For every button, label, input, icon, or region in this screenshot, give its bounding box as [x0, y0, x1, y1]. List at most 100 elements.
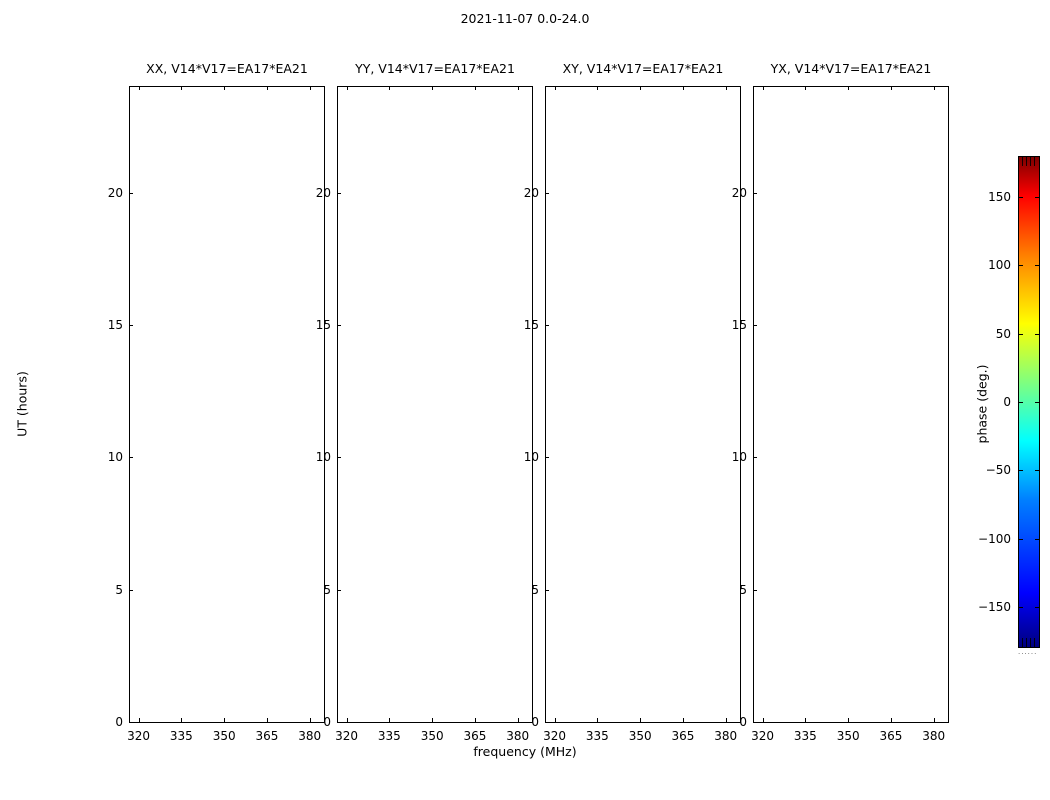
x-tick-mark [848, 718, 850, 722]
y-tick-label: 5 [115, 582, 123, 597]
y-tick-label: 15 [523, 318, 539, 333]
y-tick-mark [753, 325, 757, 327]
y-tick-label: 15 [107, 318, 123, 333]
x-tick-label: 380 [506, 729, 530, 743]
x-tick-mark-top [474, 86, 476, 90]
x-tick-mark [762, 718, 764, 722]
panel-yy[interactable]: YY, V14*V17=EA17*EA21 [337, 61, 533, 723]
x-tick-mark-top [933, 86, 935, 90]
colorbar-top-extend-marks [1020, 157, 1038, 166]
x-tick-mark-top [389, 86, 391, 90]
x-tick-label: 380 [714, 729, 738, 743]
colorbar-tick-mark [1018, 197, 1023, 198]
y-tick-mark [337, 325, 341, 327]
colorbar-tick-mark [1018, 402, 1023, 403]
colorbar-tick-mark [1018, 333, 1023, 335]
y-tick-mark [545, 722, 549, 723]
panel-yx[interactable]: YX, V14*V17=EA17*EA21 [753, 61, 949, 723]
panel-xx[interactable]: XX, V14*V17=EA17*EA21 [129, 61, 325, 723]
y-tick-label: 0 [115, 715, 123, 729]
y-tick-label: 20 [107, 185, 123, 200]
x-tick-mark [389, 718, 391, 722]
y-tick-label: 20 [731, 185, 747, 200]
x-tick-label: 380 [922, 729, 946, 743]
x-tick-mark [181, 718, 183, 722]
y-tick-label: 5 [531, 582, 539, 597]
x-tick-label: 320 [335, 729, 358, 743]
y-axis-label: UT (hours) [14, 371, 30, 437]
x-tick-label: 335 [585, 729, 609, 743]
colorbar-tick-label: 100 [988, 258, 1011, 273]
colorbar-tick-label: 50 [995, 326, 1011, 341]
y-tick-label: 0 [531, 715, 539, 729]
y-tick-label: 20 [315, 185, 331, 200]
colorbar-bottom-extend-marks [1020, 638, 1038, 647]
y-tick-mark [337, 192, 341, 194]
colorbar-tick-label: −150 [978, 600, 1011, 614]
y-tick-mark [545, 192, 549, 194]
x-tick-label: 365 [463, 729, 487, 743]
panel-frame [129, 86, 325, 723]
y-tick-label: 10 [731, 450, 747, 465]
x-tick-label: 365 [671, 729, 695, 743]
x-tick-mark [309, 718, 311, 722]
colorbar-tick-mark [1035, 197, 1040, 198]
y-tick-mark [129, 457, 133, 459]
colorbar-tick-mark [1018, 265, 1023, 267]
figure-suptitle: 2021-11-07 0.0-24.0 [460, 11, 590, 26]
x-tick-mark-top [181, 86, 183, 90]
x-tick-mark-top [138, 86, 140, 90]
panel-title: XX, V14*V17=EA17*EA21 [146, 61, 308, 76]
x-tick-mark [682, 718, 684, 722]
x-tick-mark-top [725, 86, 727, 90]
x-tick-mark [890, 718, 892, 722]
colorbar-tick-mark [1035, 470, 1040, 472]
x-tick-mark [554, 718, 556, 722]
x-tick-label: 350 [836, 729, 860, 743]
y-tick-mark [129, 325, 133, 327]
panel-xy[interactable]: XY, V14*V17=EA17*EA21 [545, 61, 741, 723]
x-tick-mark [597, 718, 599, 722]
x-tick-mark [933, 718, 935, 722]
x-tick-label: 350 [212, 729, 236, 743]
y-tick-mark [129, 722, 133, 723]
y-tick-mark [545, 589, 549, 591]
y-tick-mark [337, 589, 341, 591]
x-tick-mark [266, 718, 268, 722]
x-tick-mark-top [554, 86, 556, 90]
y-tick-label: 0 [739, 715, 747, 729]
panel-title: XY, V14*V17=EA17*EA21 [562, 61, 724, 76]
y-tick-label: 5 [323, 582, 331, 597]
x-tick-label: 335 [169, 729, 193, 743]
x-tick-mark-top [309, 86, 311, 90]
y-tick-mark [753, 722, 757, 723]
y-tick-label: 10 [107, 450, 123, 465]
y-tick-label: 15 [315, 318, 331, 333]
colorbar-tick-mark [1018, 470, 1023, 472]
colorbar-tick-label: −50 [985, 463, 1011, 478]
colorbar-tick-label: −100 [978, 531, 1011, 546]
x-tick-label: 320 [543, 729, 566, 743]
colorbar-footer-dots: ······ [1018, 650, 1038, 658]
y-tick-mark [337, 457, 341, 459]
x-tick-label: 335 [793, 729, 817, 743]
y-tick-mark [545, 325, 549, 327]
x-tick-mark [138, 718, 140, 722]
colorbar[interactable]: −150 −100 −50 0 50 100 150 [978, 156, 1040, 648]
x-tick-mark-top [682, 86, 684, 90]
colorbar-tick-label: 0 [1003, 395, 1011, 409]
y-tick-mark [753, 192, 757, 194]
panel-frame [337, 86, 533, 723]
x-tick-label: 350 [420, 729, 444, 743]
x-tick-mark [725, 718, 727, 722]
x-tick-mark-top [517, 86, 519, 90]
panel-title: YY, V14*V17=EA17*EA21 [355, 61, 515, 76]
y-tick-label: 10 [315, 450, 331, 465]
y-tick-label: 0 [323, 715, 331, 729]
x-tick-mark-top [266, 86, 268, 90]
colorbar-tick-mark [1035, 333, 1040, 335]
y-tick-label: 20 [523, 185, 539, 200]
x-tick-label: 320 [751, 729, 774, 743]
x-tick-label: 350 [628, 729, 652, 743]
